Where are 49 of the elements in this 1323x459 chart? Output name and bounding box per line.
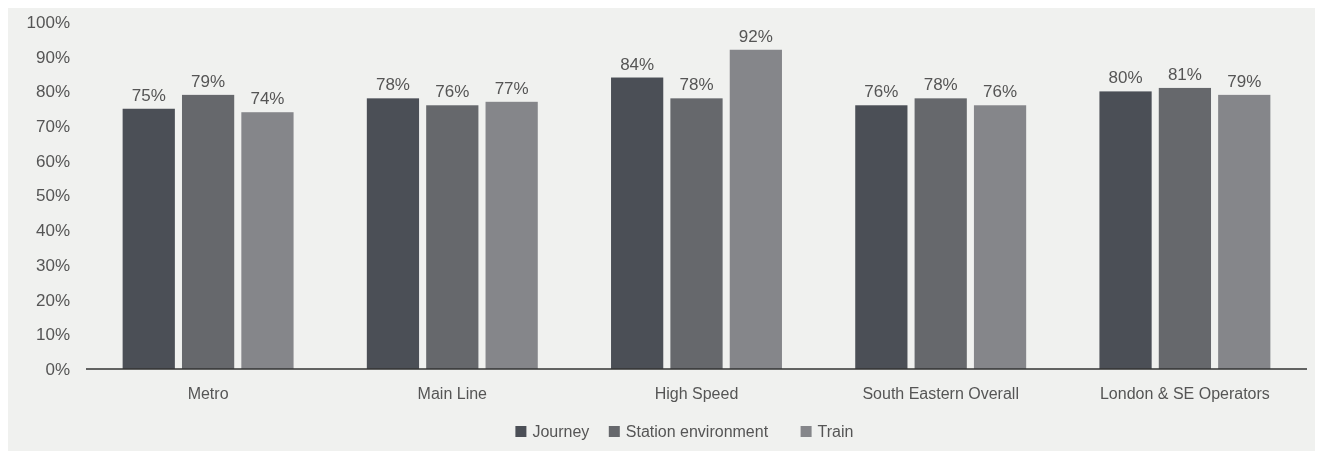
legend-label: Journey [532,423,590,440]
data-label: 76% [864,82,899,102]
data-label: 77% [494,78,529,98]
x-tick-label: South Eastern Overall [862,385,1019,402]
data-label: 78% [923,75,958,95]
bar [426,105,479,369]
bar [1099,91,1152,369]
y-tick-label: 80% [35,82,70,102]
data-label: 80% [1108,68,1143,88]
data-label: 84% [620,54,655,74]
data-label: 79% [191,71,226,91]
data-label: 78% [375,75,410,95]
data-label: 92% [738,26,773,46]
y-tick-label: 20% [35,290,70,310]
legend-label: Train [817,423,854,440]
bar [485,101,538,369]
bar [241,112,294,369]
data-label: 78% [679,75,714,95]
bar [1158,87,1212,369]
bar [122,108,175,369]
data-label: 79% [1227,71,1262,91]
y-tick-label: 30% [35,255,70,275]
bar [670,98,723,369]
bar [729,49,782,369]
data-label: 74% [250,89,285,109]
y-tick-label: 60% [35,151,70,171]
x-tick-label: Metro [187,385,229,402]
x-tick-label: High Speed [654,385,739,402]
y-tick-label: 50% [35,186,70,206]
y-tick-label: 70% [35,117,70,137]
y-tick-label: 0% [45,359,70,379]
bar [914,98,967,369]
bar [1218,94,1271,369]
bar [855,105,908,369]
bar [181,94,235,369]
x-tick-label: Main Line [417,385,488,402]
data-label: 81% [1167,64,1202,84]
y-tick-label: 90% [35,47,70,67]
bar [366,98,420,369]
y-tick-label: 40% [35,221,70,241]
legend-label: Station environment [625,423,769,440]
data-label: 76% [435,82,470,102]
data-label: 75% [131,85,166,105]
y-tick-label: 10% [35,325,70,345]
x-tick-label: London & SE Operators [1099,385,1270,402]
y-tick-label: 100% [26,12,70,32]
bar [611,77,664,369]
bar [973,105,1027,369]
data-label: 76% [983,82,1018,102]
